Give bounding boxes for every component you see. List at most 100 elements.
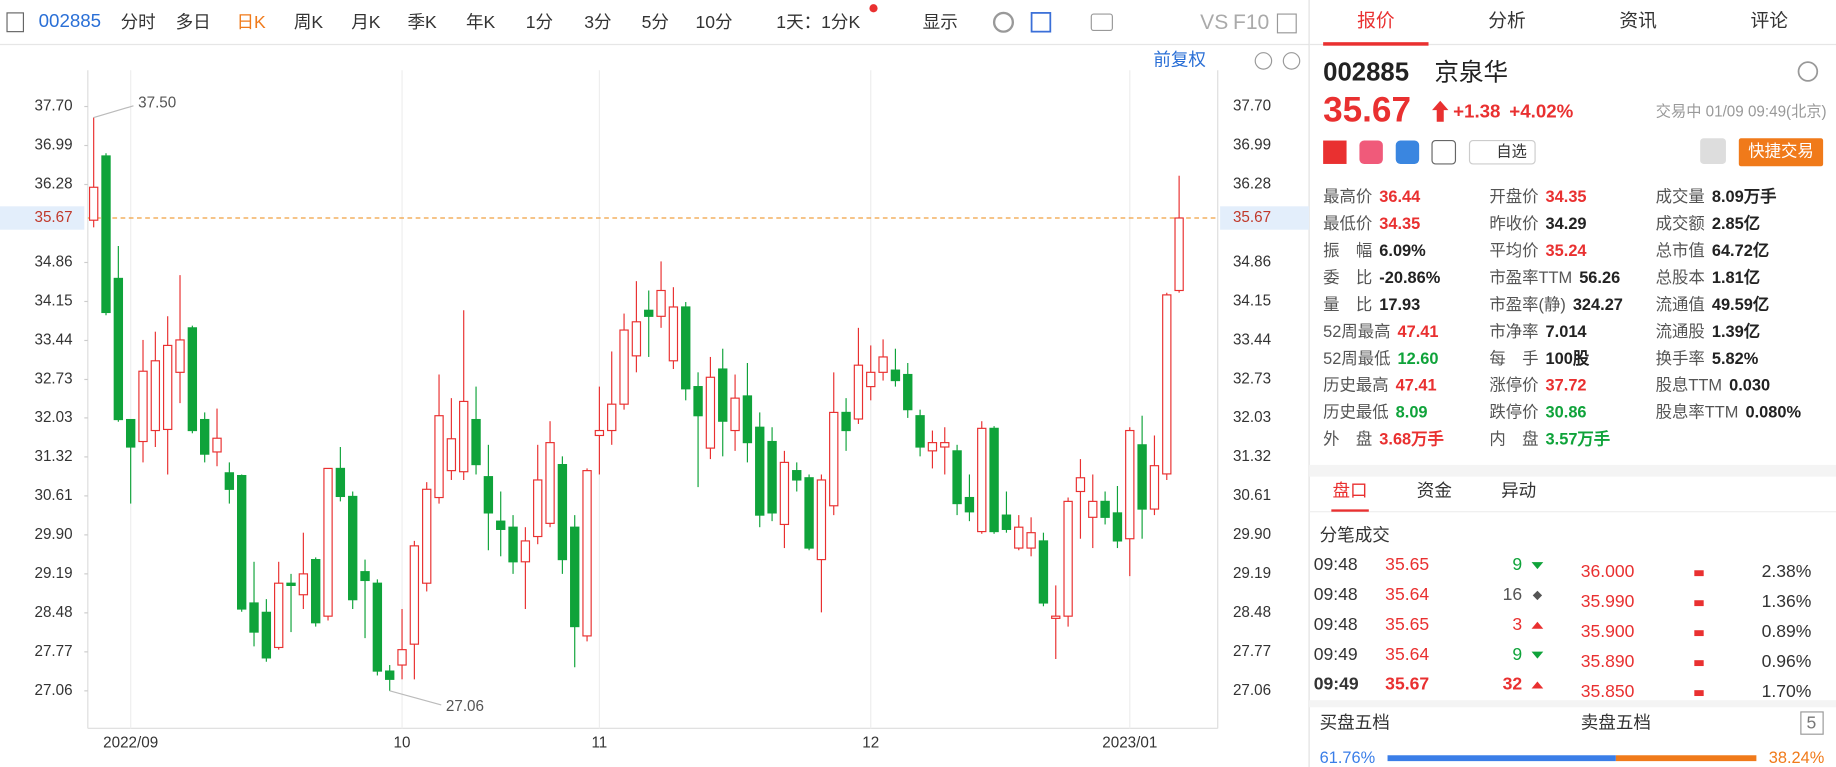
trade-time: 09:48 [1314,614,1358,634]
trade-button[interactable] [1738,138,1824,167]
quote-label: 量 比 [1323,296,1372,314]
watch-button[interactable] [1468,139,1536,165]
quote-value: 3.57万手 [1546,430,1611,449]
candle-body [940,442,950,448]
candle-body [545,442,555,524]
intraday-select[interactable]: 1天：1分K [776,12,860,32]
candle-body [607,403,617,432]
ask-title: 卖盘五档 [1581,712,1651,732]
watch-label[interactable]: 自选 [1496,143,1526,160]
candle-body [446,438,457,472]
layout-icon[interactable] [1276,13,1297,34]
note-icon[interactable] [1431,139,1457,165]
quote-label: 最高价 [1323,188,1372,206]
stock-code: 002885 [39,10,101,31]
quote-label: 每 手 [1489,350,1538,368]
candle-body [360,571,370,582]
trade-label[interactable]: 快捷交易 [1748,143,1814,161]
period-tab[interactable]: 季K [407,12,437,32]
period-tab[interactable]: 年K [466,12,496,32]
candle-body [1038,540,1049,604]
trade-price: 35.64 [1385,644,1429,664]
candle-body [853,364,864,420]
panel-tab[interactable]: 评论 [1751,10,1789,31]
candle-body [619,329,629,405]
price-highlight [1220,206,1310,230]
order-percent: 1.70% [1762,681,1812,701]
period-tab[interactable]: 5分 [642,12,669,32]
sidebar-icon[interactable] [6,12,25,33]
quote-value: 35.24 [1546,242,1588,260]
trade-direction [1531,562,1544,570]
zoom-out[interactable] [1254,52,1273,70]
period-tab[interactable]: 1分 [526,12,553,32]
candle-body [1088,500,1098,518]
candle-body [644,309,654,317]
period-tab[interactable]: 月K [351,12,381,32]
quote-label: 市净率 [1489,323,1538,341]
quote-label: 市盈率TTM [1489,269,1572,287]
adjust-button[interactable]: 前复权 [1153,50,1206,70]
hot-icon [1359,140,1383,164]
quote-label: 最低价 [1323,215,1372,233]
candle-body [1026,532,1036,549]
zoom-in[interactable] [1282,52,1301,70]
candle-body [1137,444,1147,510]
camera-icon[interactable] [1090,13,1113,32]
period-tab[interactable]: 多日 [176,12,211,32]
panel-tab[interactable]: 分析 [1488,10,1525,31]
quote-label: 涨停价 [1489,377,1538,395]
sub-tab[interactable]: 异动 [1501,480,1536,500]
candle-body [397,649,407,666]
checkbox-icon[interactable] [1030,12,1052,33]
quote-label: 换手率 [1656,350,1705,368]
candle-body [175,339,185,373]
depth-value[interactable]: 5 [1807,712,1817,732]
settings-icon[interactable] [992,11,1015,33]
candle-body [816,479,827,561]
depth-box[interactable] [1800,711,1824,735]
sub-tab[interactable]: 盘口 [1333,480,1368,500]
last-price-label: 35.67 [35,209,73,226]
panel-tab[interactable]: 报价 [1357,10,1395,31]
quote-label: 历史最低 [1323,404,1389,422]
display-menu[interactable]: 显示 [923,12,958,32]
sub-tab[interactable]: 资金 [1417,480,1453,500]
trade-direction [1531,621,1544,629]
panel-tab[interactable]: 资讯 [1619,10,1657,31]
trade-direction [1531,651,1544,659]
y2-tick-label: 30.61 [1233,487,1271,504]
period-tab[interactable]: 周K [294,12,324,32]
period-tab[interactable]: 10分 [696,12,733,32]
quote-label: 流通股 [1656,323,1705,341]
candle-body [792,470,802,481]
alert-icon[interactable] [1700,138,1726,164]
candle-body [101,155,111,314]
period-tab[interactable]: 分时 [121,12,156,32]
y2-tick-label: 31.32 [1233,448,1271,465]
y2-tick-label: 28.48 [1233,604,1271,621]
candle-body [804,477,814,549]
vs-button[interactable]: VS [1200,11,1228,34]
trade-time: 09:48 [1314,554,1358,574]
period-tab[interactable]: 3分 [584,12,611,32]
order-price: 35.890 [1581,651,1635,671]
candle-body [212,437,222,453]
candle-body [237,474,247,610]
y2-tick-label: 37.70 [1233,98,1271,115]
order-bar [1694,570,1704,577]
period-tab[interactable]: 日K [237,12,267,32]
candle-body [878,356,888,373]
y2-tick-label: 32.03 [1233,409,1271,426]
candle-body [150,360,161,432]
x-tick-label: 2022/09 [103,735,158,752]
ask-bar [1615,755,1757,762]
panel-settings[interactable] [1797,61,1819,82]
status: 交易中 01/09 09:49(北京) [1656,102,1827,120]
trade-price: 35.67 [1385,674,1429,694]
f10-button[interactable]: F10 [1233,11,1269,34]
candle-body [668,306,679,362]
candle-body [261,611,272,659]
y-tick-label: 36.99 [35,137,73,154]
